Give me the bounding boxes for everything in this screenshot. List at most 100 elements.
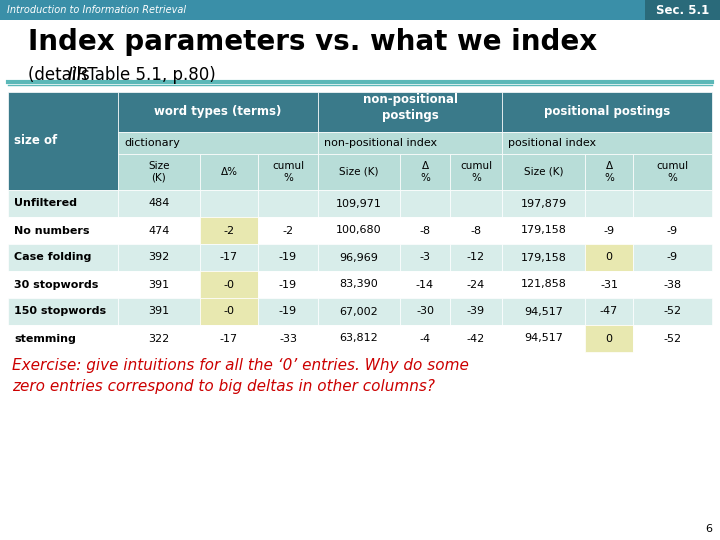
Bar — [258, 154, 318, 190]
Text: Exercise: give intuitions for all the ‘0’ entries. Why do some
zero entries corr: Exercise: give intuitions for all the ‘0… — [12, 358, 469, 394]
Text: -9: -9 — [667, 253, 678, 262]
Bar — [118, 154, 200, 190]
Bar — [318, 92, 502, 132]
Bar — [258, 298, 318, 325]
Bar — [633, 298, 712, 325]
Bar — [450, 298, 502, 325]
Text: 96,969: 96,969 — [340, 253, 379, 262]
Text: Unfiltered: Unfiltered — [14, 199, 77, 208]
Bar — [633, 190, 712, 217]
Bar — [400, 244, 450, 271]
Text: 83,390: 83,390 — [340, 280, 379, 289]
Bar — [450, 325, 502, 352]
Text: -52: -52 — [663, 334, 682, 343]
Text: -2: -2 — [223, 226, 235, 235]
Bar — [258, 217, 318, 244]
Bar — [200, 325, 258, 352]
Bar — [0, 0, 720, 20]
Text: cumul
%: cumul % — [272, 161, 304, 183]
Text: -0: -0 — [223, 307, 235, 316]
Bar — [258, 325, 318, 352]
Text: Index parameters vs. what we index: Index parameters vs. what we index — [28, 28, 597, 56]
Text: -17: -17 — [220, 334, 238, 343]
Text: 197,879: 197,879 — [521, 199, 567, 208]
Text: -52: -52 — [663, 307, 682, 316]
Text: 150 stopwords: 150 stopwords — [14, 307, 106, 316]
Text: non-positional
postings: non-positional postings — [362, 92, 457, 122]
Bar — [200, 217, 258, 244]
Text: -8: -8 — [420, 226, 431, 235]
Bar — [502, 154, 585, 190]
Bar — [502, 298, 585, 325]
Bar — [318, 244, 400, 271]
Bar — [585, 217, 633, 244]
Bar — [633, 154, 712, 190]
Text: -0: -0 — [223, 280, 235, 289]
Bar — [502, 244, 585, 271]
Text: -39: -39 — [467, 307, 485, 316]
Bar — [118, 92, 318, 132]
Text: Introduction to Information Retrieval: Introduction to Information Retrieval — [7, 5, 186, 15]
Bar — [118, 244, 200, 271]
Bar — [200, 298, 258, 325]
Bar — [200, 244, 258, 271]
Text: cumul
%: cumul % — [657, 161, 688, 183]
Bar — [118, 271, 200, 298]
Text: 179,158: 179,158 — [521, 226, 567, 235]
Text: positional postings: positional postings — [544, 105, 670, 118]
Text: 484: 484 — [148, 199, 170, 208]
Text: -9: -9 — [667, 226, 678, 235]
Bar — [400, 190, 450, 217]
Bar — [118, 217, 200, 244]
Bar — [200, 154, 258, 190]
Bar — [633, 244, 712, 271]
Text: 94,517: 94,517 — [524, 334, 563, 343]
Text: 179,158: 179,158 — [521, 253, 567, 262]
Bar — [118, 298, 200, 325]
Text: -24: -24 — [467, 280, 485, 289]
Text: -17: -17 — [220, 253, 238, 262]
Text: 322: 322 — [148, 334, 170, 343]
Text: -33: -33 — [279, 334, 297, 343]
Bar — [318, 190, 400, 217]
Text: Size
(K): Size (K) — [148, 161, 170, 183]
Bar — [633, 325, 712, 352]
Text: 67,002: 67,002 — [340, 307, 379, 316]
Text: 63,812: 63,812 — [340, 334, 379, 343]
Text: 474: 474 — [148, 226, 170, 235]
Text: non-positional index: non-positional index — [324, 138, 437, 148]
Text: No numbers: No numbers — [14, 226, 89, 235]
Text: 392: 392 — [148, 253, 170, 262]
Text: Δ%: Δ% — [220, 167, 238, 177]
Text: 94,517: 94,517 — [524, 307, 563, 316]
Bar — [8, 92, 118, 190]
Bar — [200, 190, 258, 217]
Bar — [645, 0, 720, 20]
Text: -38: -38 — [663, 280, 682, 289]
Bar — [318, 325, 400, 352]
Bar — [450, 271, 502, 298]
Bar — [400, 325, 450, 352]
Bar — [258, 244, 318, 271]
Text: 0: 0 — [606, 334, 613, 343]
Text: -19: -19 — [279, 253, 297, 262]
Text: -12: -12 — [467, 253, 485, 262]
Text: cumul
%: cumul % — [460, 161, 492, 183]
Bar — [585, 298, 633, 325]
Bar — [633, 217, 712, 244]
Bar — [8, 271, 118, 298]
Text: -47: -47 — [600, 307, 618, 316]
Bar — [450, 244, 502, 271]
Text: -42: -42 — [467, 334, 485, 343]
Bar — [502, 132, 712, 154]
Bar — [585, 190, 633, 217]
Text: Δ
%: Δ % — [420, 161, 430, 183]
Bar — [400, 154, 450, 190]
Text: -8: -8 — [470, 226, 482, 235]
Bar — [318, 132, 502, 154]
Bar — [118, 190, 200, 217]
Bar — [258, 271, 318, 298]
Bar — [118, 132, 318, 154]
Text: 100,680: 100,680 — [336, 226, 382, 235]
Text: -4: -4 — [420, 334, 431, 343]
